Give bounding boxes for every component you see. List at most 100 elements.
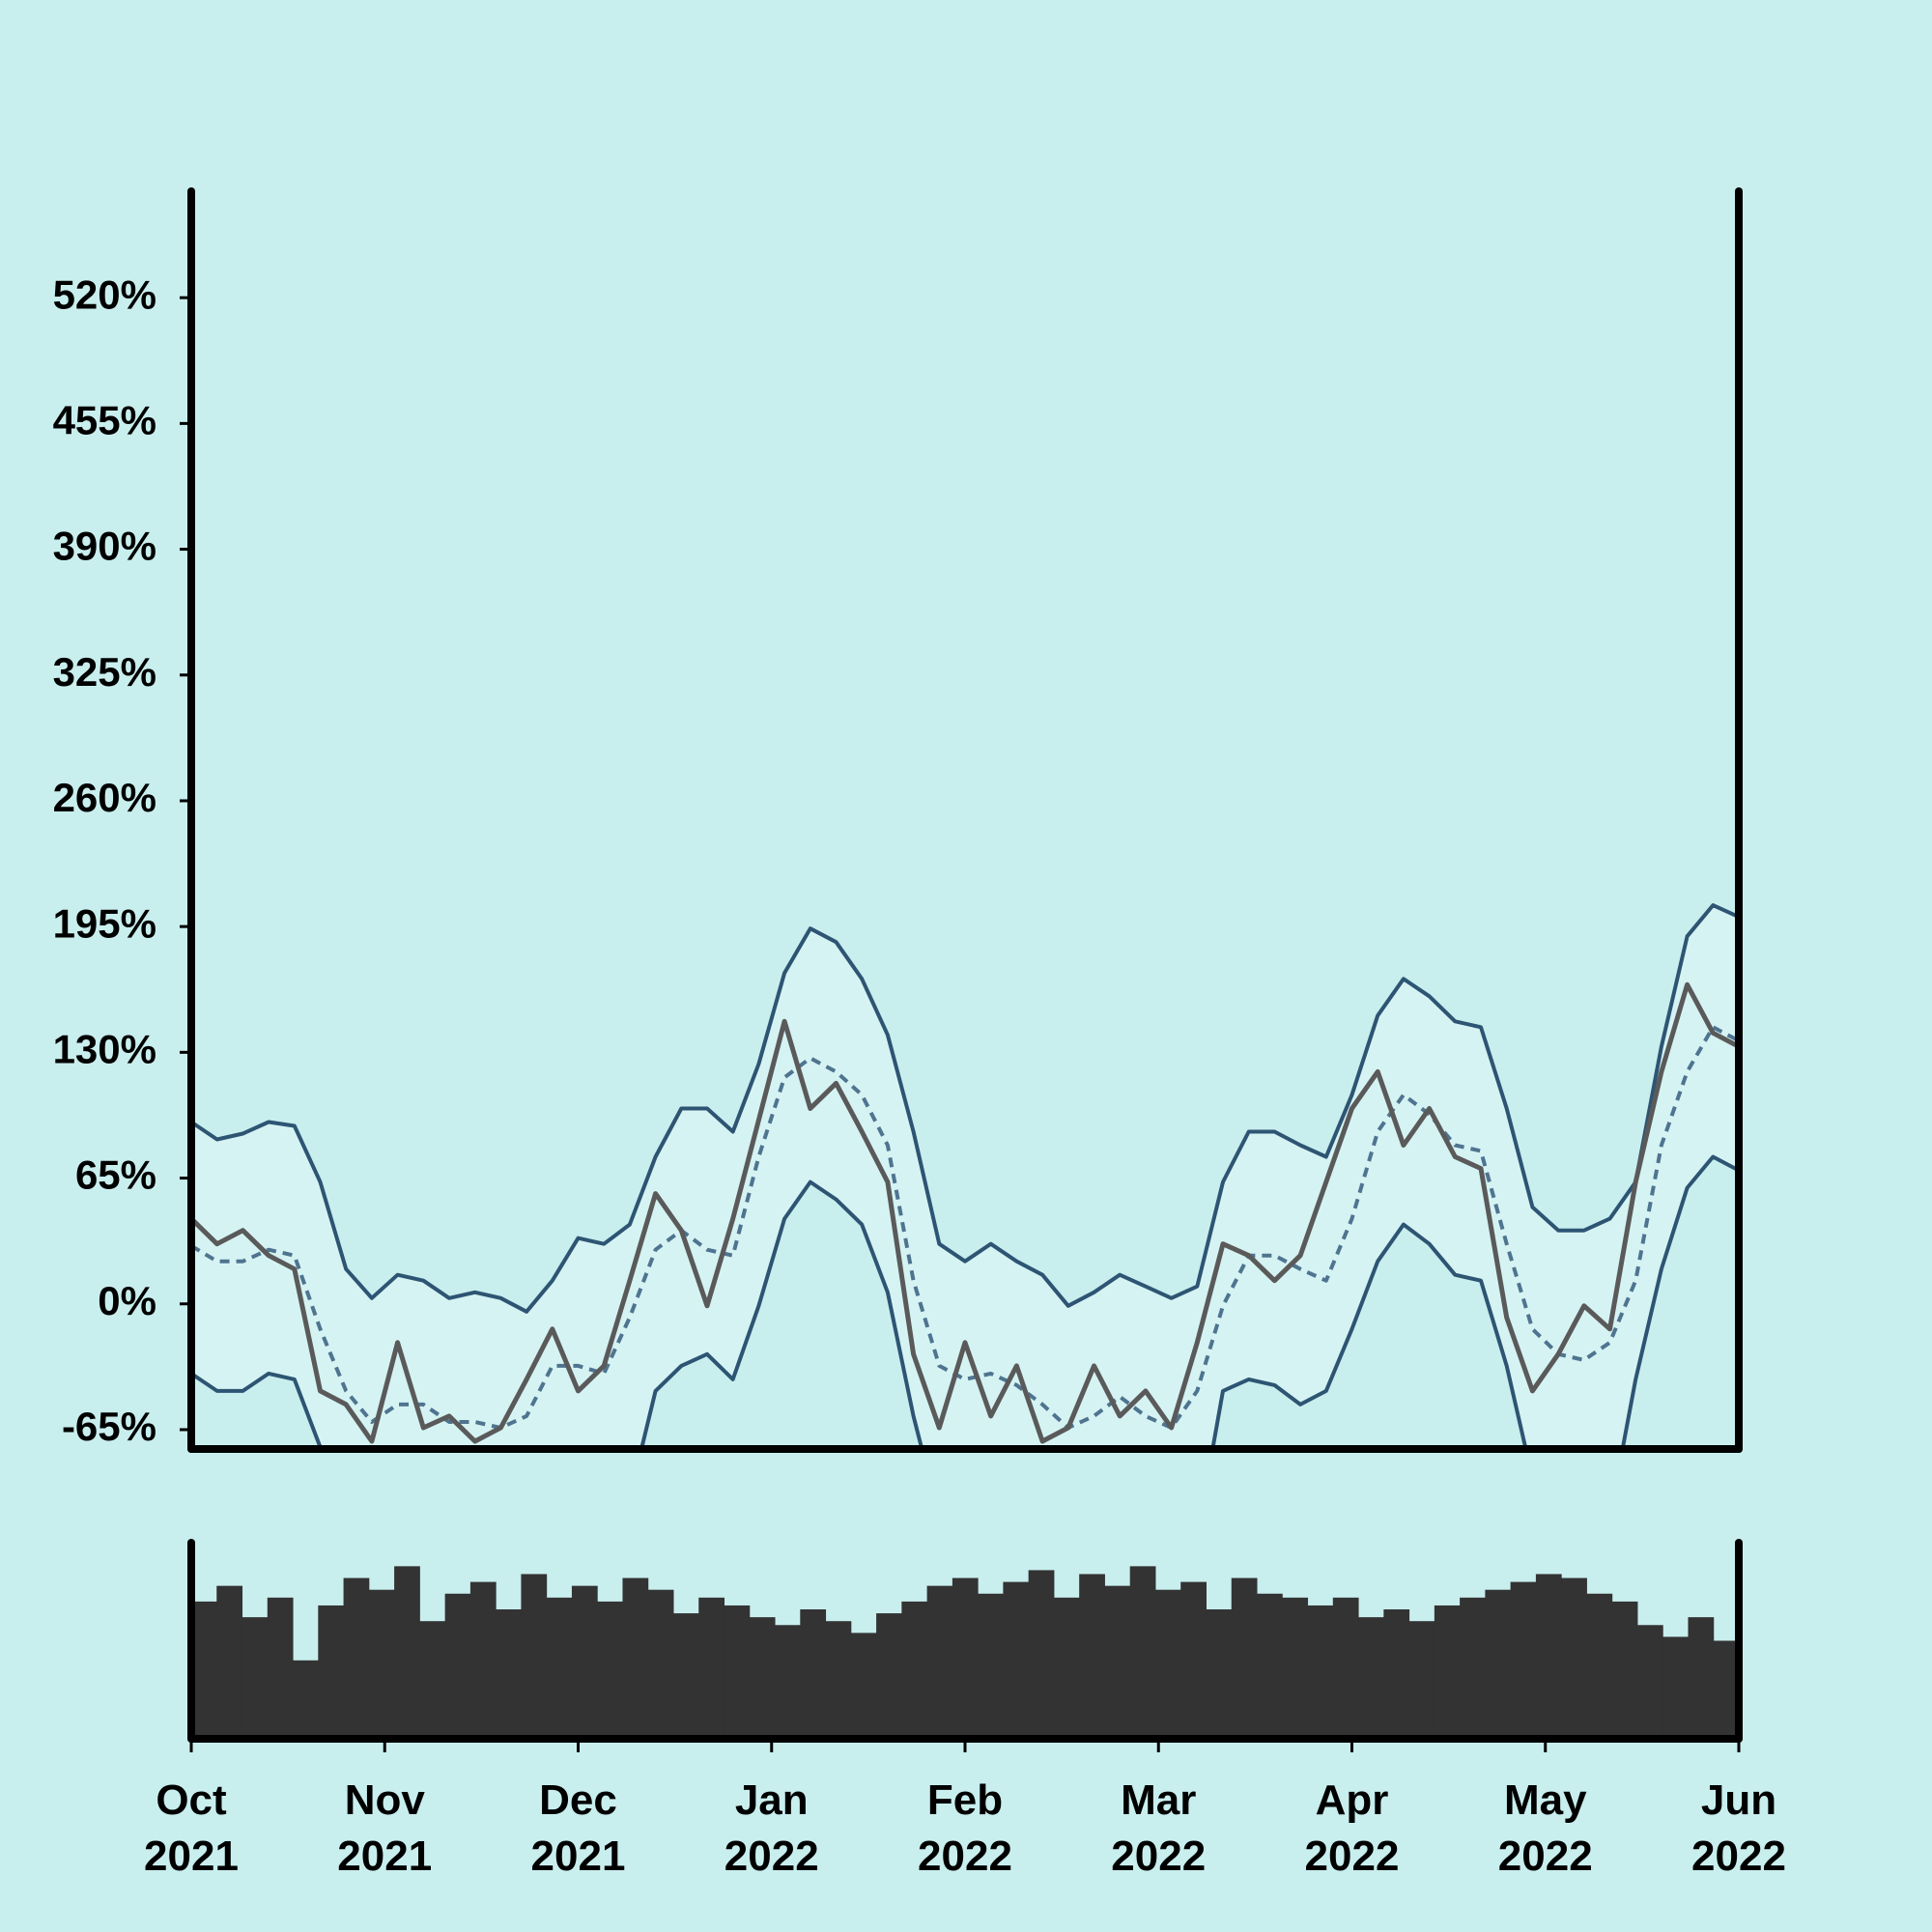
y-tick-label: 260% — [53, 775, 156, 820]
x-tick-label: Apr 2022 — [1305, 1776, 1400, 1880]
volume-bar — [1180, 1581, 1207, 1739]
volume-bar — [419, 1621, 446, 1739]
x-tick-label-line: Mar — [1121, 1776, 1196, 1824]
volume-bar — [1434, 1605, 1461, 1739]
x-tick-label-line: 2021 — [531, 1833, 626, 1880]
y-tick-label: 390% — [53, 524, 156, 569]
x-tick-label-line: Feb — [927, 1776, 1003, 1824]
volume-bar — [926, 1585, 953, 1739]
x-tick-label: Oct 2021 — [144, 1776, 239, 1880]
x-tick-label: May 2022 — [1498, 1776, 1593, 1880]
volume-bar — [1154, 1589, 1181, 1739]
volume-bar — [978, 1593, 1004, 1739]
volume-bar — [850, 1633, 877, 1739]
volume-bar — [571, 1585, 598, 1739]
y-tick-label: 0% — [98, 1278, 156, 1323]
volume-bar — [1460, 1597, 1486, 1739]
x-tick-label-line: Jun — [1701, 1776, 1776, 1824]
volume-bar — [825, 1621, 852, 1739]
series-line — [191, 981, 1739, 1444]
y-tick-label: 65% — [75, 1152, 156, 1198]
band-fill — [191, 905, 1739, 1449]
volume-bar — [622, 1577, 649, 1739]
volume-bar — [597, 1601, 623, 1739]
series-line — [191, 1025, 1739, 1430]
y-tick-label: 325% — [53, 649, 156, 695]
volume-bar — [368, 1589, 395, 1739]
x-tick-label-line: May — [1504, 1776, 1587, 1824]
x-tick-label-line: 2022 — [1111, 1833, 1206, 1880]
x-tick-label: Dec 2021 — [531, 1776, 626, 1880]
y-tick-label: 195% — [53, 900, 156, 946]
x-tick-label: Jan 2022 — [724, 1776, 819, 1880]
volume-bar — [1636, 1625, 1663, 1739]
volume-bar — [1129, 1566, 1156, 1739]
volume-bar — [1231, 1577, 1258, 1739]
volume-bar — [1104, 1585, 1131, 1739]
volume-bar — [1535, 1574, 1562, 1739]
volume-bar — [1408, 1621, 1435, 1739]
x-tick-label-line: 2021 — [144, 1833, 239, 1880]
volume-bar — [1053, 1597, 1080, 1739]
volume-bar — [267, 1597, 294, 1739]
x-tick-label-line: Oct — [156, 1776, 227, 1824]
volume-bar — [672, 1613, 699, 1739]
volume-bar — [521, 1574, 548, 1739]
x-tick-label-line: Jan — [735, 1776, 809, 1824]
volume-bar — [1206, 1609, 1233, 1739]
x-tick-label-line: Dec — [539, 1776, 617, 1824]
x-tick-label-line: 2022 — [1305, 1833, 1400, 1880]
x-tick-label-line: 2021 — [337, 1833, 432, 1880]
volume-bar — [1282, 1597, 1309, 1739]
volume-bar — [698, 1597, 725, 1739]
volume-bar — [293, 1660, 319, 1739]
y-tick-label: 130% — [53, 1026, 156, 1071]
x-tick-label-line: 2022 — [1498, 1833, 1593, 1880]
volume-bar — [1307, 1605, 1334, 1739]
volume-bar — [1257, 1593, 1283, 1739]
y-tick-label: -65% — [62, 1404, 156, 1449]
volume-bar — [1332, 1597, 1359, 1739]
axes: -65% 0% 65% 130% 195% 260% 325% 390% 455% 520% Oct… — [53, 187, 1786, 1880]
x-tick-label-line: 2022 — [918, 1833, 1012, 1880]
volume-bar — [647, 1589, 674, 1739]
x-tick-label: Mar 2022 — [1111, 1776, 1206, 1880]
x-tick-label: Jun 2022 — [1691, 1776, 1786, 1880]
volume-bar — [800, 1609, 827, 1739]
volume-bar — [469, 1581, 497, 1739]
volume-bar — [242, 1617, 269, 1739]
volume-bar — [775, 1625, 801, 1739]
volume-bar — [216, 1585, 243, 1739]
x-tick-label: Feb 2022 — [918, 1776, 1012, 1880]
volume-bar — [1003, 1581, 1030, 1739]
y-tick-label: 455% — [53, 397, 156, 442]
volume-bar — [191, 1601, 217, 1739]
volume-bar — [952, 1577, 979, 1739]
volume-bar — [343, 1577, 370, 1739]
volume-panel — [191, 1566, 1740, 1739]
y-tick-label: 520% — [53, 271, 156, 317]
volume-bar — [318, 1605, 345, 1739]
volume-bar — [1662, 1636, 1689, 1739]
volume-bar — [901, 1601, 928, 1739]
plot-area — [191, 903, 1739, 1449]
volume-bar — [444, 1593, 471, 1739]
series-line — [191, 1154, 1739, 1449]
volume-bar — [496, 1609, 522, 1739]
volume-bar — [876, 1613, 902, 1739]
volume-bar — [1611, 1601, 1638, 1739]
x-tick-label: Nov 2021 — [337, 1776, 432, 1880]
volume-bar — [1561, 1577, 1587, 1739]
x-tick-label-line: 2022 — [1691, 1833, 1786, 1880]
volume-bar — [546, 1597, 573, 1739]
volume-bar — [1383, 1609, 1410, 1739]
volume-bar — [749, 1617, 776, 1739]
x-tick-label-line: Nov — [345, 1776, 426, 1824]
volume-bar — [1028, 1570, 1055, 1739]
volume-bar — [1079, 1574, 1105, 1739]
volume-bar — [1688, 1617, 1715, 1739]
volume-bar — [724, 1605, 751, 1739]
volume-bar — [394, 1566, 420, 1739]
volume-bar — [1485, 1589, 1512, 1739]
